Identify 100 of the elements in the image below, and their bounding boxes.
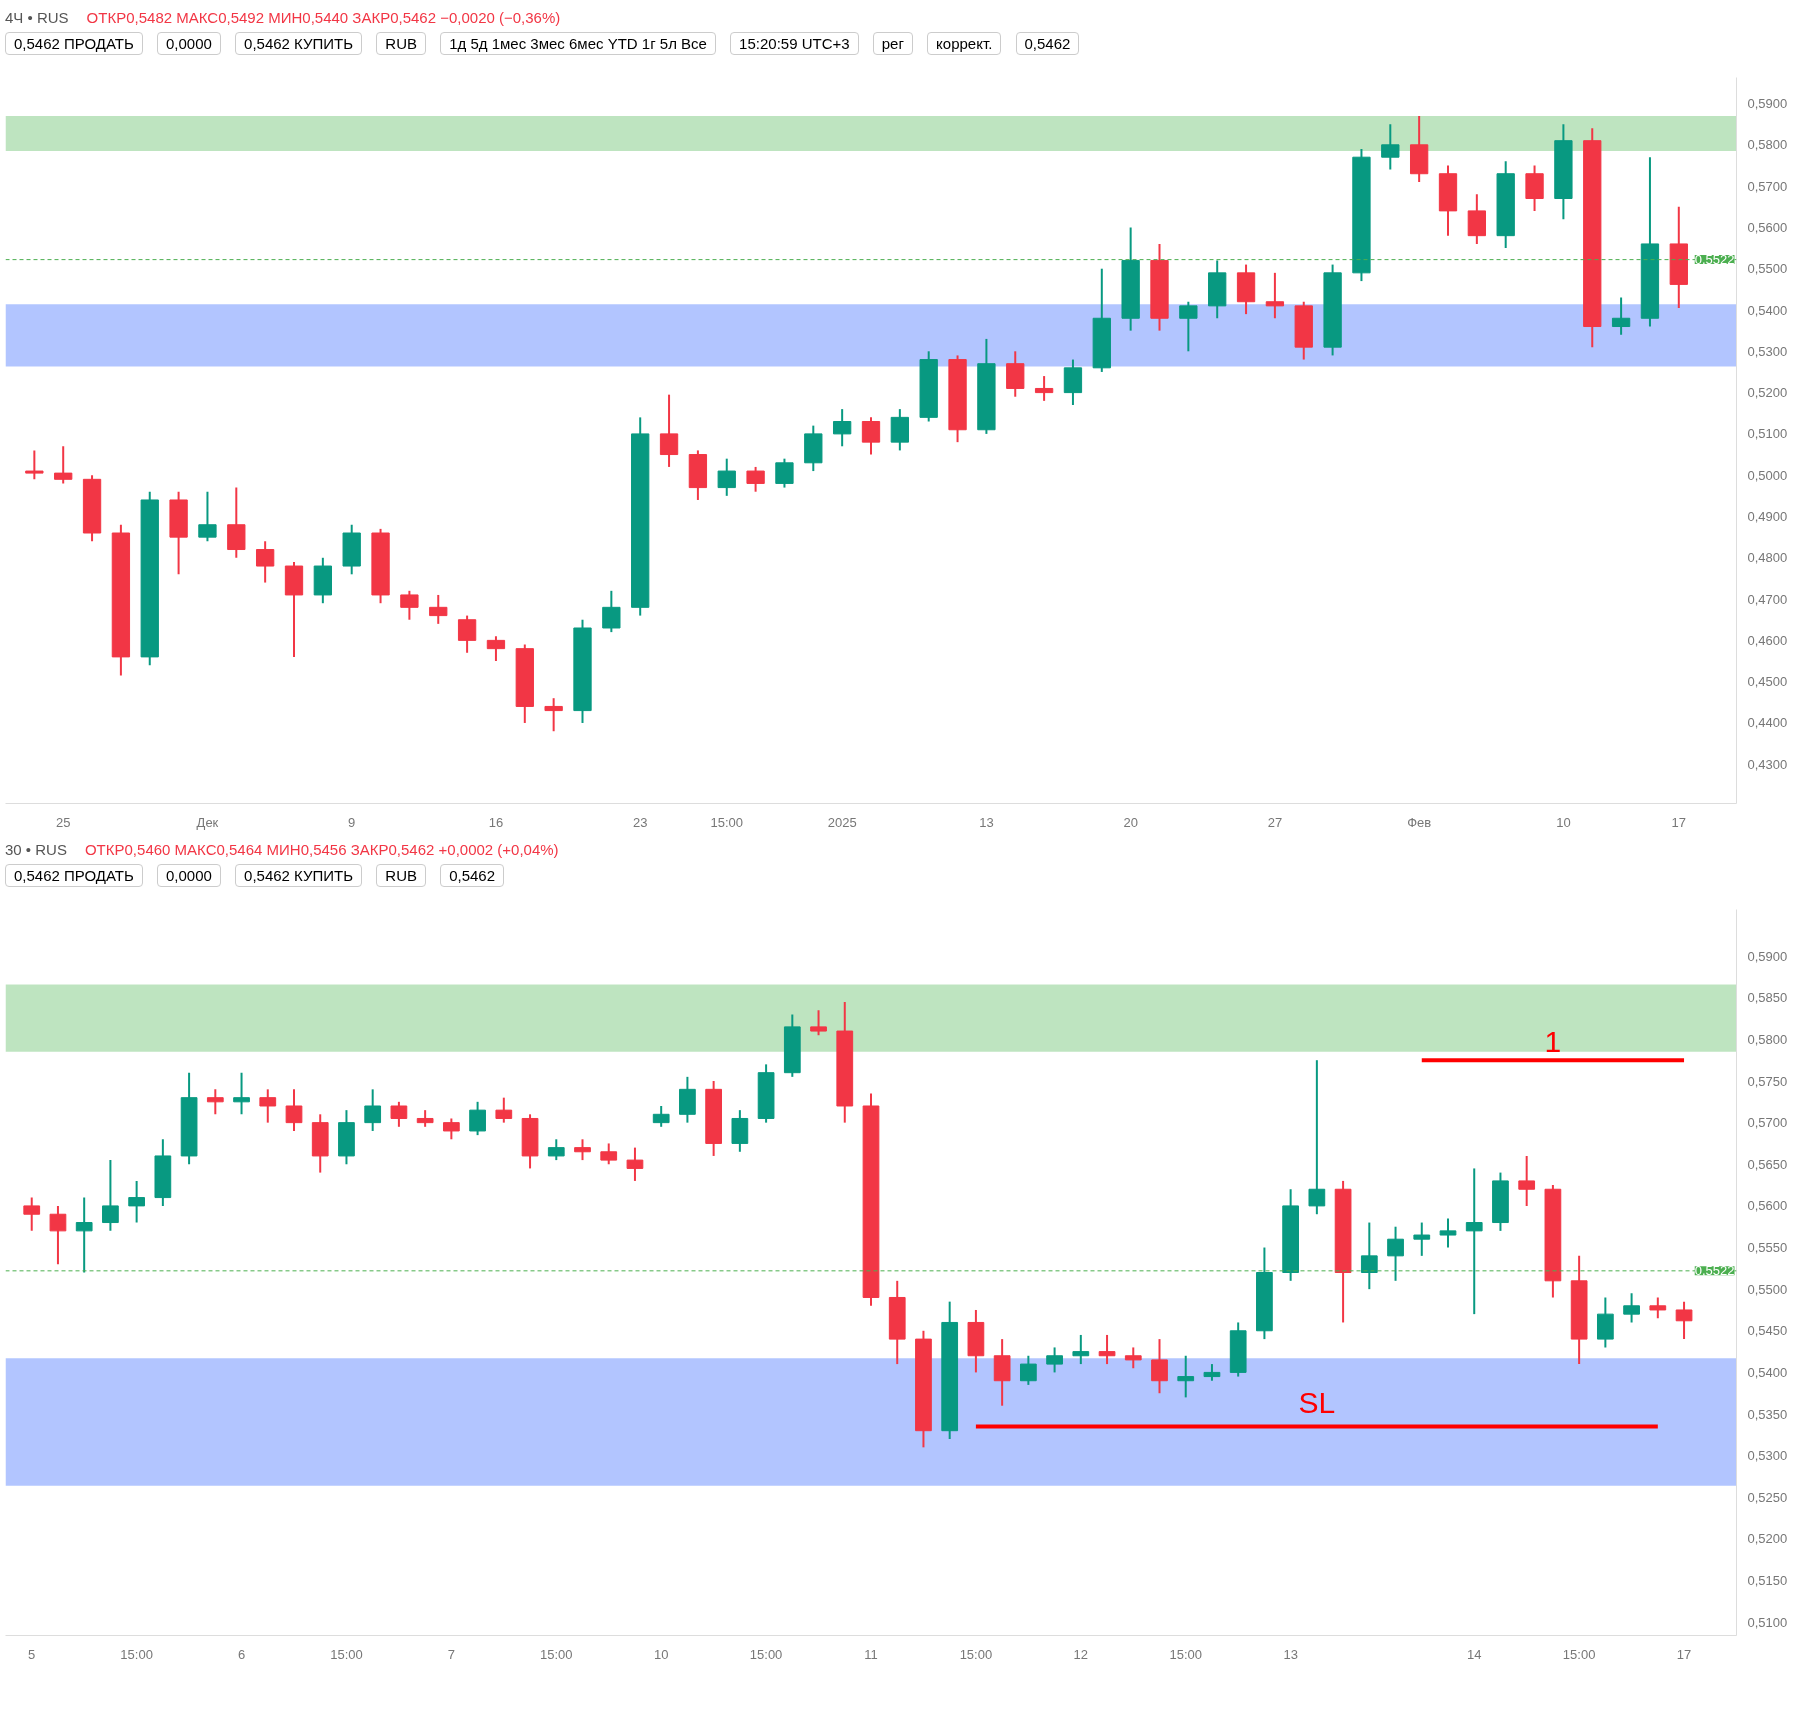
- candlestick: [1518, 1154, 1536, 1207]
- candlestick: [429, 593, 448, 625]
- x-tick-label: 6: [237, 1646, 246, 1662]
- candlestick: [1034, 375, 1054, 402]
- candlestick: [1098, 1333, 1116, 1366]
- x-tick-label: 12: [1073, 1646, 1089, 1662]
- text: 0,5462: [440, 864, 505, 887]
- candlestick: [1465, 1167, 1483, 1316]
- candlestick: [775, 457, 794, 489]
- candlestick: [259, 1088, 277, 1124]
- series-label: 1: [1544, 1025, 1562, 1059]
- candlestick: [285, 1088, 303, 1132]
- y-tick-label: 0,4400: [1747, 715, 1788, 731]
- x-tick-label: 2025: [827, 814, 857, 830]
- ref-line-label: 0,5522: [1694, 252, 1735, 268]
- y-tick-label: 0,5300: [1747, 343, 1788, 359]
- y-tick-label: 0,5900: [1747, 96, 1788, 112]
- x-tick-label: 14: [1467, 1646, 1482, 1662]
- text: 0,5462 КУПИТЬ: [235, 864, 363, 887]
- candlestick: [1439, 1217, 1457, 1249]
- x-tick-label: 15:00: [749, 1646, 783, 1662]
- y-tick-label: 0,5500: [1747, 1281, 1788, 1297]
- x-tick-label: 7: [447, 1646, 455, 1662]
- chart-subtitle: ОТКР0,5482 МАКС0,5492 МИН0,5440 ЗАКР0,5462 −0,0020 (−0,36%): [86, 9, 561, 26]
- text: 0,5462 ПРОДАТЬ: [5, 32, 143, 55]
- x-tick-label: 10: [1556, 814, 1571, 830]
- x-tick-label: 25: [55, 814, 71, 830]
- candlestick: [49, 1204, 67, 1266]
- candlestick: [1360, 1221, 1378, 1291]
- text: 0,0000: [157, 864, 221, 887]
- text: 1д 5д 1мес 3мес 6мес YTD 1г 5л Все: [440, 32, 716, 55]
- candlestick: [25, 449, 44, 481]
- y-tick-label: 0,4900: [1747, 508, 1788, 524]
- series-label: SL: [1298, 1385, 1336, 1419]
- candlestick: [457, 614, 477, 654]
- candlestick: [1623, 1292, 1640, 1324]
- y-tick-label: 0,5200: [1747, 1531, 1788, 1547]
- text: 0,5462 ПРОДАТЬ: [5, 864, 143, 887]
- candlestick: [1020, 1354, 1037, 1386]
- y-tick-label: 0,5650: [1747, 1156, 1788, 1172]
- y-tick-label: 0,5600: [1747, 1198, 1788, 1214]
- candlestick: [255, 540, 275, 584]
- text: 0,5462: [1015, 32, 1080, 55]
- text: RUB: [376, 864, 426, 887]
- candlestick: [659, 393, 679, 468]
- candlestick: [602, 589, 621, 634]
- candlestick: [198, 490, 217, 543]
- x-tick-label: 15:00: [1169, 1646, 1203, 1662]
- x-tick-label: 20: [1123, 814, 1138, 830]
- y-tick-label: 0,5450: [1747, 1323, 1788, 1339]
- y-tick-label: 0,4700: [1747, 591, 1788, 607]
- candlestick: [547, 1138, 565, 1162]
- candlestick: [574, 1138, 591, 1162]
- candlestick: [233, 1071, 250, 1116]
- text: рег: [872, 32, 913, 55]
- candlestick: [1649, 1296, 1667, 1320]
- candlestick: [75, 1196, 93, 1274]
- chart-title: 4Ч • RUS: [5, 9, 69, 26]
- y-tick-label: 0,5850: [1747, 990, 1788, 1006]
- x-tick-label: 27: [1267, 814, 1283, 830]
- y-tick-label: 0,5150: [1747, 1573, 1788, 1589]
- x-tick-label: Фев: [1407, 814, 1432, 830]
- y-tick-label: 0,5900: [1747, 948, 1788, 964]
- candlestick: [128, 1179, 145, 1224]
- x-tick-label: 15:00: [540, 1646, 573, 1662]
- y-tick-label: 0,5300: [1747, 1448, 1788, 1464]
- candlestick: [1611, 296, 1631, 336]
- candlestick: [544, 697, 563, 733]
- x-tick-label: 17: [1676, 1646, 1692, 1662]
- candlestick: [1046, 1346, 1063, 1374]
- x-tick-label: 23: [632, 814, 648, 830]
- x-tick-label: 10: [653, 1646, 669, 1662]
- candlestick: [102, 1159, 119, 1232]
- text: 15:20:59 UTC+3: [730, 32, 859, 55]
- y-tick-label: 0,5200: [1747, 385, 1788, 401]
- y-tick-label: 0,5350: [1747, 1406, 1788, 1422]
- text: коррект.: [927, 32, 1002, 55]
- y-tick-label: 0,5600: [1747, 219, 1788, 235]
- chart-title: 30 • RUS: [5, 841, 67, 858]
- y-tick-label: 0,5700: [1747, 1115, 1788, 1131]
- x-tick-label: 16: [488, 814, 504, 830]
- y-tick-label: 0,5400: [1747, 1364, 1788, 1380]
- candlestick: [1308, 1059, 1326, 1216]
- x-tick-label: 15:00: [120, 1646, 153, 1662]
- candlestick: [364, 1088, 382, 1132]
- candlestick: [652, 1104, 670, 1128]
- candlestick: [1177, 1354, 1195, 1399]
- candlestick: [23, 1196, 41, 1232]
- y-tick-label: 0,5800: [1747, 1031, 1788, 1047]
- y-tick-label: 0,5550: [1747, 1240, 1788, 1256]
- x-tick-label: 9: [348, 814, 356, 830]
- x-tick-label: 17: [1671, 814, 1687, 830]
- candlestick: [469, 1100, 486, 1137]
- candlestick: [1179, 300, 1198, 353]
- candlestick: [1387, 1225, 1404, 1282]
- y-tick-label: 0,5700: [1747, 178, 1788, 194]
- candlestick: [495, 1096, 513, 1124]
- y-tick-label: 0,5500: [1747, 261, 1788, 277]
- x-tick-label: 13: [1283, 1646, 1298, 1662]
- y-tick-label: 0,5250: [1747, 1489, 1788, 1505]
